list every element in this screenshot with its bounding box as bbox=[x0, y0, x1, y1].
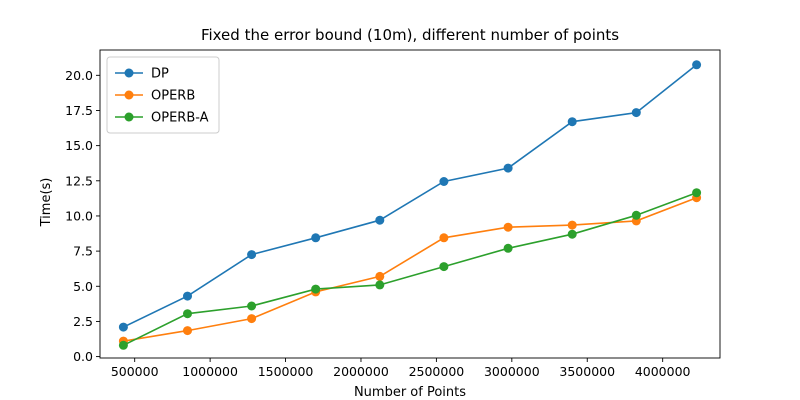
legend-label-0: DP bbox=[151, 67, 169, 82]
data-point-2-1 bbox=[183, 309, 192, 319]
data-point-0-1 bbox=[183, 291, 192, 301]
y-tick-label-0: 0.0 bbox=[73, 349, 93, 364]
legend-marker-0 bbox=[124, 68, 134, 78]
data-point-2-3 bbox=[311, 284, 321, 294]
data-point-2-7 bbox=[567, 229, 577, 239]
x-tick-label-4: 2500000 bbox=[409, 364, 465, 379]
x-tick-label-0: 500000 bbox=[111, 364, 159, 379]
legend-marker-2 bbox=[124, 112, 134, 122]
y-tick-label-2: 5.0 bbox=[73, 279, 93, 294]
x-tick-label-5: 3000000 bbox=[484, 364, 540, 379]
data-point-0-0 bbox=[118, 322, 128, 332]
legend-box bbox=[106, 56, 220, 134]
data-point-2-9 bbox=[692, 188, 702, 198]
y-tick-label-1: 2.5 bbox=[73, 314, 93, 329]
legend-label-2: OPERB-A bbox=[151, 111, 209, 126]
x-tick-label-7: 4000000 bbox=[635, 364, 691, 379]
data-point-1-4 bbox=[375, 271, 385, 281]
legend-marker-1 bbox=[124, 90, 134, 100]
series-line-2 bbox=[123, 191, 697, 347]
x-tick-label-3: 2000000 bbox=[333, 364, 389, 379]
data-point-0-4 bbox=[375, 215, 385, 225]
data-point-1-1 bbox=[183, 326, 192, 336]
data-point-1-6 bbox=[503, 222, 513, 232]
data-point-2-5 bbox=[439, 262, 449, 272]
x-tick-label-2: 1500000 bbox=[258, 364, 314, 379]
chart-title: Fixed the error bound (10m), different n… bbox=[201, 26, 619, 44]
data-point-0-7 bbox=[567, 117, 577, 127]
y-tick-label-6: 15.0 bbox=[65, 138, 93, 153]
y-tick-label-8: 20.0 bbox=[65, 68, 93, 83]
data-point-2-0 bbox=[118, 340, 128, 350]
data-point-2-4 bbox=[375, 280, 385, 290]
x-axis-label: Number of Points bbox=[354, 385, 466, 400]
data-point-0-5 bbox=[439, 177, 449, 186]
data-point-1-7 bbox=[567, 220, 577, 230]
plot-area: 500000 1000000 1500000 2000000 2500000 300000… bbox=[65, 49, 721, 379]
data-point-2-6 bbox=[503, 243, 513, 253]
data-point-1-2 bbox=[247, 314, 257, 324]
data-point-0-6 bbox=[503, 163, 513, 173]
data-point-0-8 bbox=[631, 108, 641, 118]
data-point-0-3 bbox=[311, 233, 321, 243]
y-tick-label-4: 10.0 bbox=[65, 208, 93, 223]
data-point-0-9 bbox=[692, 60, 702, 70]
x-tick-label-1: 1000000 bbox=[182, 364, 238, 379]
axes-frame bbox=[99, 49, 721, 359]
series-line-0 bbox=[123, 64, 698, 328]
data-point-2-8 bbox=[631, 210, 641, 220]
y-axis-label: Time(s) bbox=[39, 178, 54, 228]
y-tick-label-5: 12.5 bbox=[65, 173, 93, 188]
data-point-0-2 bbox=[247, 250, 257, 260]
series-line-1 bbox=[123, 196, 697, 342]
legend-label-1: OPERB bbox=[151, 89, 195, 104]
y-tick-label-7: 17.5 bbox=[65, 103, 93, 118]
data-point-2-2 bbox=[247, 301, 257, 311]
data-point-1-5 bbox=[439, 233, 449, 243]
x-tick-label-6: 3500000 bbox=[559, 364, 615, 379]
y-tick-label-3: 7.5 bbox=[73, 244, 93, 259]
